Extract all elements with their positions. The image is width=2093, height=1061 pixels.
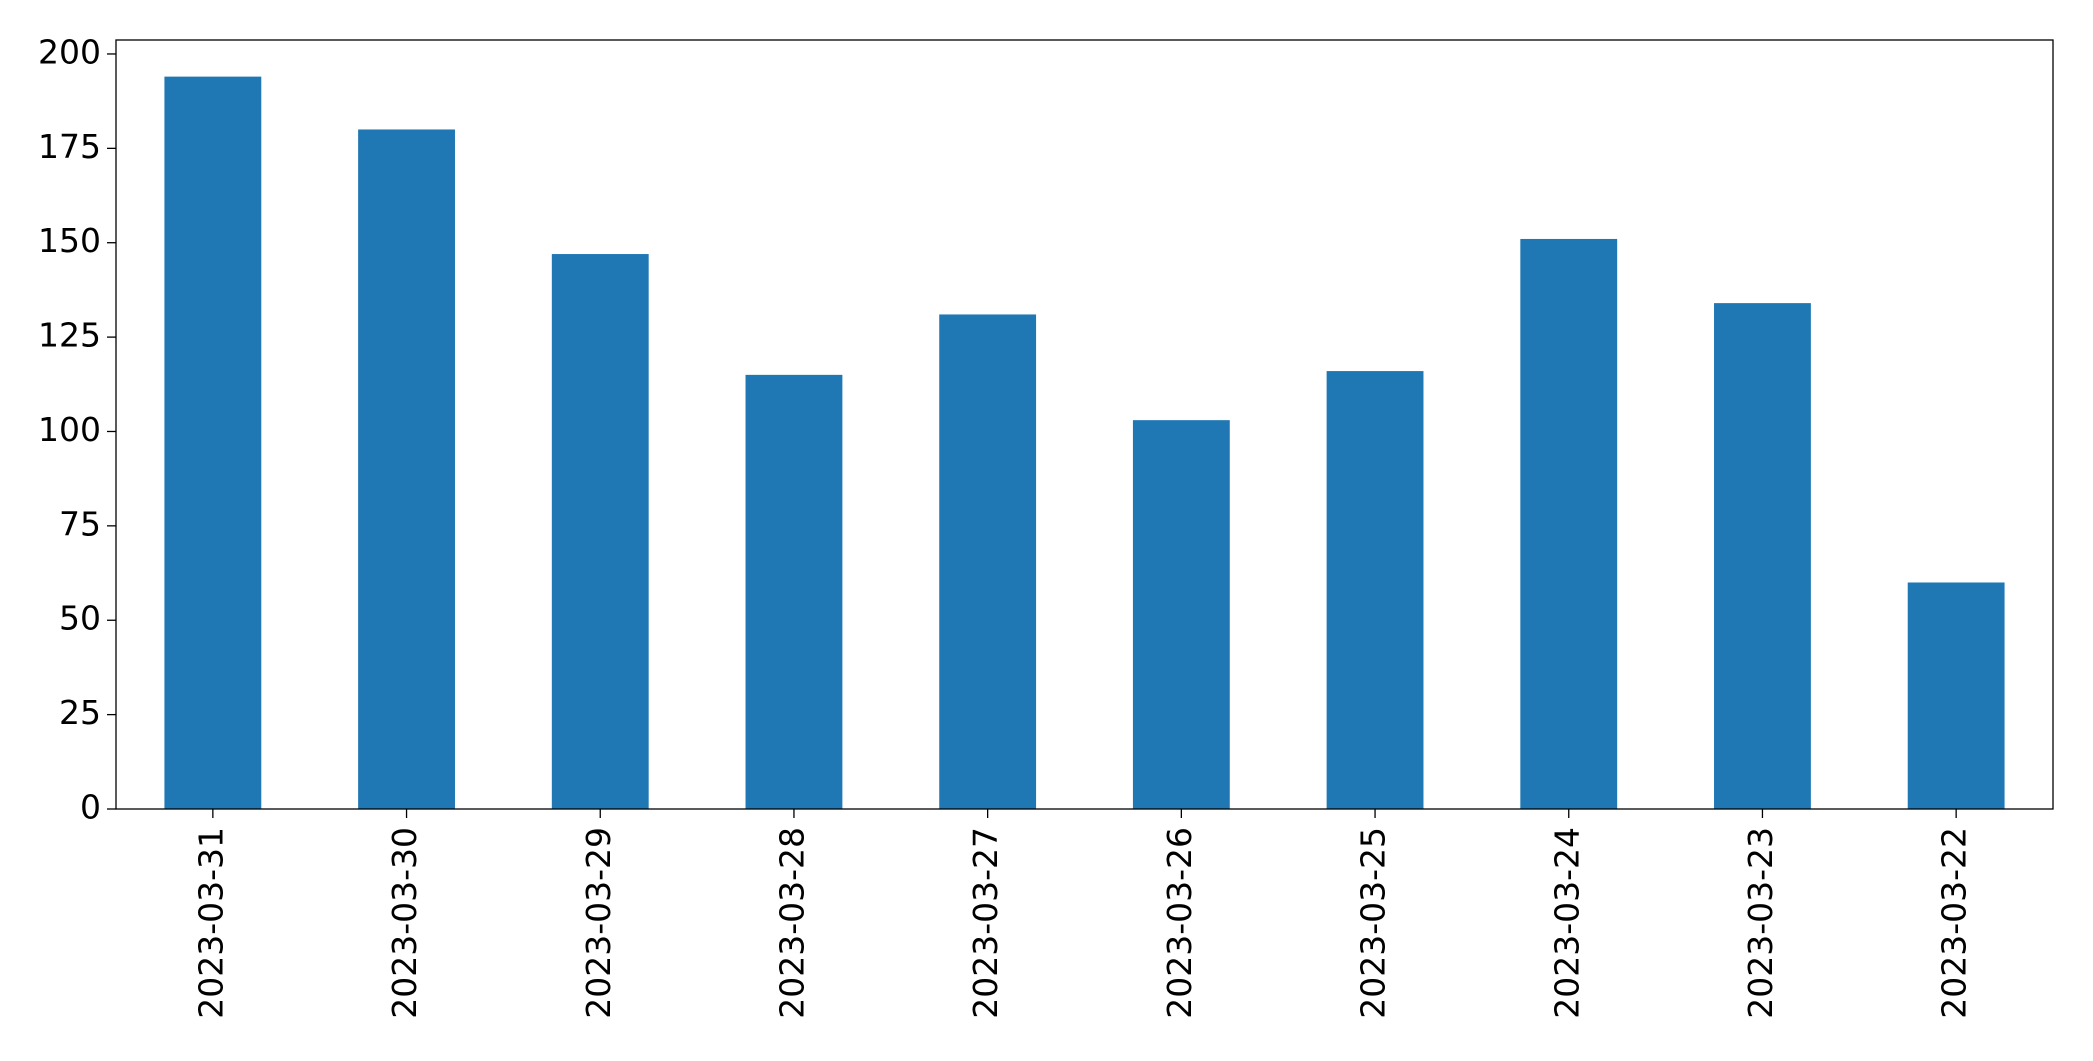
bar: [164, 76, 262, 810]
y-tick-label: 75: [59, 504, 101, 543]
bar: [1132, 420, 1230, 809]
x-tick-label: 2023-03-24: [1547, 827, 1586, 1019]
x-tick-label: 2023-03-27: [966, 827, 1005, 1019]
x-tick-label: 2023-03-23: [1741, 827, 1780, 1019]
bar: [1907, 582, 2005, 809]
y-tick-label: 150: [38, 221, 101, 260]
bar: [358, 129, 455, 809]
x-tick-label: 2023-03-22: [1935, 827, 1974, 1019]
x-tick-label: 2023-03-26: [1160, 827, 1199, 1019]
y-tick-label: 25: [59, 693, 101, 732]
y-tick-label: 50: [59, 599, 101, 638]
y-tick-label: 125: [38, 316, 101, 355]
y-tick-label: 175: [38, 127, 101, 166]
bar: [745, 374, 843, 809]
x-tick-label: 2023-03-31: [191, 827, 230, 1019]
bar: [1714, 303, 1811, 809]
plot-frame: [115, 39, 2054, 810]
bar: [1326, 371, 1424, 809]
y-tick-label: 100: [38, 410, 101, 449]
bar: [551, 254, 649, 810]
bar: [1520, 238, 1618, 809]
x-tick-label: 2023-03-28: [772, 827, 811, 1019]
x-tick-label: 2023-03-25: [1354, 827, 1393, 1019]
y-tick-label: 200: [38, 32, 101, 71]
y-tick-label: 0: [80, 788, 101, 827]
x-tick-label: 2023-03-30: [385, 827, 424, 1019]
x-tick-label: 2023-03-29: [579, 827, 618, 1019]
bar: [939, 314, 1037, 809]
